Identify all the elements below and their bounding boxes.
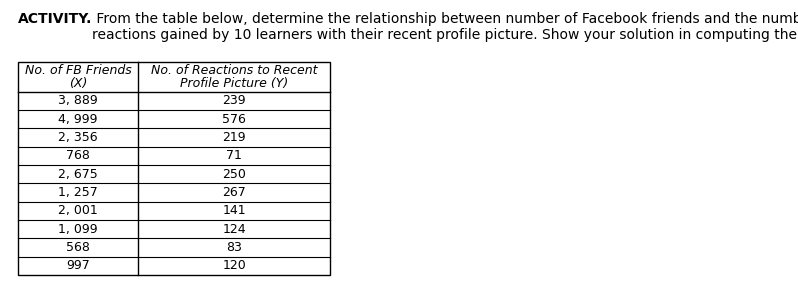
- Text: (X): (X): [69, 77, 87, 90]
- Text: 239: 239: [223, 94, 246, 107]
- Bar: [18, 62, 330, 275]
- Text: 4, 999: 4, 999: [58, 113, 98, 126]
- Text: 250: 250: [222, 168, 246, 181]
- Text: 219: 219: [223, 131, 246, 144]
- Text: 120: 120: [222, 259, 246, 272]
- Text: ACTIVITY.: ACTIVITY.: [18, 12, 93, 26]
- Text: 1, 257: 1, 257: [58, 186, 98, 199]
- Text: 124: 124: [223, 223, 246, 236]
- Text: 997: 997: [66, 259, 90, 272]
- Text: 1, 099: 1, 099: [58, 223, 98, 236]
- Text: 768: 768: [66, 149, 90, 162]
- Text: 2, 001: 2, 001: [58, 204, 98, 217]
- Text: 2, 356: 2, 356: [58, 131, 98, 144]
- Text: 576: 576: [222, 113, 246, 126]
- Text: No. of FB Friends: No. of FB Friends: [25, 64, 132, 77]
- Text: 2, 675: 2, 675: [58, 168, 98, 181]
- Text: From the table below, determine the relationship between number of Facebook frie: From the table below, determine the rela…: [93, 12, 798, 42]
- Text: 3, 889: 3, 889: [58, 94, 98, 107]
- Text: Profile Picture (Y): Profile Picture (Y): [180, 77, 288, 90]
- Text: 71: 71: [226, 149, 242, 162]
- Text: 141: 141: [223, 204, 246, 217]
- Text: 267: 267: [222, 186, 246, 199]
- Text: 83: 83: [226, 241, 242, 254]
- Text: 568: 568: [66, 241, 90, 254]
- Text: No. of Reactions to Recent: No. of Reactions to Recent: [151, 64, 318, 77]
